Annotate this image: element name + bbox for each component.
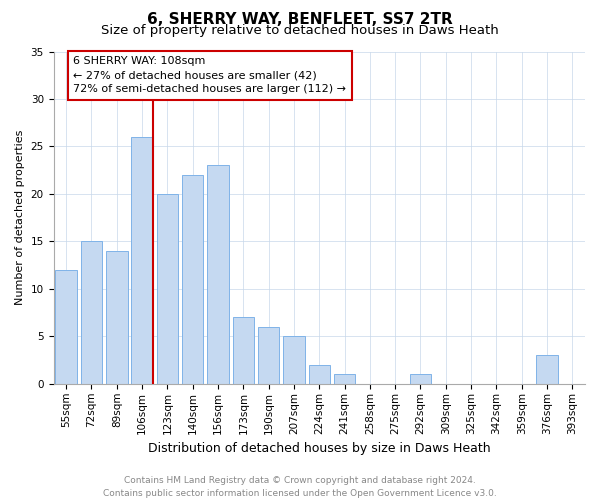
Y-axis label: Number of detached properties: Number of detached properties: [15, 130, 25, 306]
Bar: [233, 318, 254, 384]
Bar: [81, 242, 102, 384]
Bar: [55, 270, 77, 384]
Bar: [182, 175, 203, 384]
Text: 6, SHERRY WAY, BENFLEET, SS7 2TR: 6, SHERRY WAY, BENFLEET, SS7 2TR: [147, 12, 453, 28]
Bar: [106, 251, 128, 384]
Text: Size of property relative to detached houses in Daws Heath: Size of property relative to detached ho…: [101, 24, 499, 37]
Bar: [157, 194, 178, 384]
X-axis label: Distribution of detached houses by size in Daws Heath: Distribution of detached houses by size …: [148, 442, 491, 455]
Bar: [207, 166, 229, 384]
Bar: [410, 374, 431, 384]
Bar: [536, 356, 558, 384]
Bar: [258, 327, 280, 384]
Bar: [334, 374, 355, 384]
Text: 6 SHERRY WAY: 108sqm
← 27% of detached houses are smaller (42)
72% of semi-detac: 6 SHERRY WAY: 108sqm ← 27% of detached h…: [73, 56, 346, 94]
Bar: [283, 336, 305, 384]
Bar: [131, 137, 153, 384]
Bar: [308, 365, 330, 384]
Text: Contains HM Land Registry data © Crown copyright and database right 2024.
Contai: Contains HM Land Registry data © Crown c…: [103, 476, 497, 498]
